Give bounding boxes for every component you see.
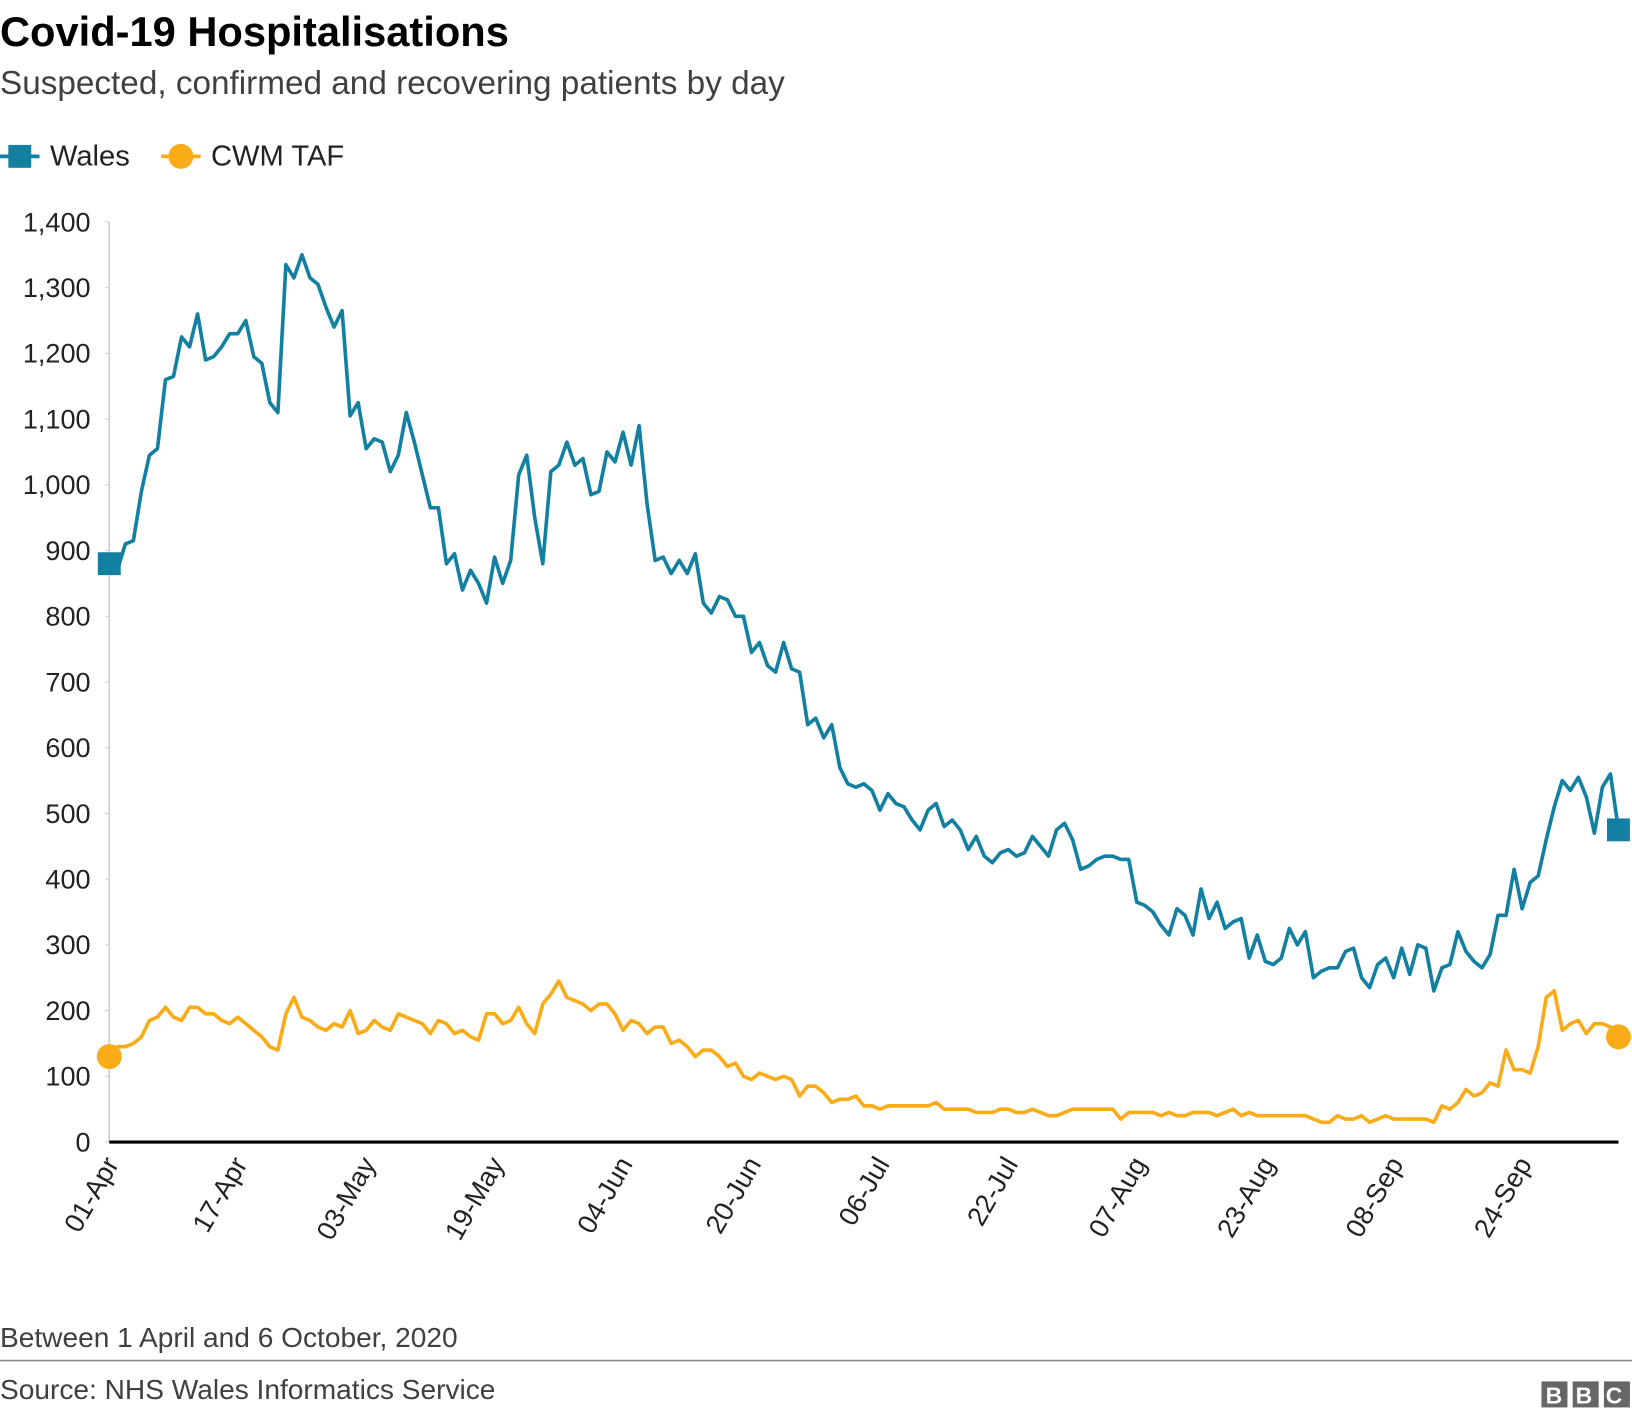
y-tick-label: 800 (45, 602, 90, 632)
y-tick-label: 1,400 (23, 207, 91, 237)
y-tick-label: 1,100 (23, 404, 91, 434)
x-tick-label: 07-Aug (1083, 1152, 1153, 1243)
end-marker (1605, 1024, 1631, 1050)
end-marker (1607, 818, 1630, 842)
legend-label: Wales (50, 141, 130, 173)
logo-box (1541, 1381, 1568, 1408)
logo-text: BBC (1546, 1382, 1632, 1408)
end-marker (97, 552, 121, 576)
y-tick-label: 1,000 (23, 470, 91, 500)
y-tick-label: 900 (45, 536, 90, 566)
logo-box (1572, 1381, 1599, 1408)
chart-source: Source: NHS Wales Informatics Service (0, 1374, 495, 1405)
y-tick-label: 500 (45, 799, 90, 829)
chart-title: Covid-19 Hospitalisations (0, 8, 509, 55)
y-tick-label: 100 (45, 1062, 90, 1092)
chart-note: Between 1 April and 6 October, 2020 (0, 1322, 458, 1353)
x-tick-label: 20-Jun (700, 1152, 767, 1239)
y-tick-label: 200 (45, 996, 90, 1026)
y-tick-label: 1,200 (23, 339, 91, 369)
x-tick-label: 06-Jul (833, 1152, 896, 1231)
x-tick-label: 24-Sep (1468, 1152, 1538, 1243)
y-tick-label: 300 (45, 930, 90, 960)
x-tick-label: 23-Aug (1211, 1152, 1281, 1243)
end-marker (96, 1044, 122, 1070)
y-tick-label: 1,300 (23, 273, 91, 303)
x-tick-label: 19-May (439, 1151, 510, 1245)
x-tick-label: 04-Jun (571, 1152, 638, 1239)
x-tick-label: 08-Sep (1340, 1152, 1410, 1243)
series-line (108, 252, 1621, 993)
legend-marker (168, 143, 194, 169)
y-tick-label: 400 (45, 865, 90, 895)
y-tick-label: 700 (45, 667, 90, 697)
y-tick-label: 600 (45, 733, 90, 763)
series-line (107, 979, 1620, 1125)
x-tick-label: 17-Apr (187, 1152, 254, 1237)
x-tick-label: 01-Apr (58, 1152, 125, 1237)
logo: BBC (1541, 1381, 1632, 1408)
logo-box (1603, 1381, 1630, 1408)
y-tick-label: 0 (76, 1127, 91, 1157)
chart-subtitle: Suspected, confirmed and recovering pati… (0, 65, 785, 102)
x-tick-label: 03-May (311, 1151, 382, 1245)
legend-marker (8, 144, 32, 168)
x-tick-label: 22-Jul (961, 1152, 1024, 1231)
legend: Wales CWM TAF (0, 141, 344, 173)
legend-label: CWM TAF (211, 141, 344, 173)
